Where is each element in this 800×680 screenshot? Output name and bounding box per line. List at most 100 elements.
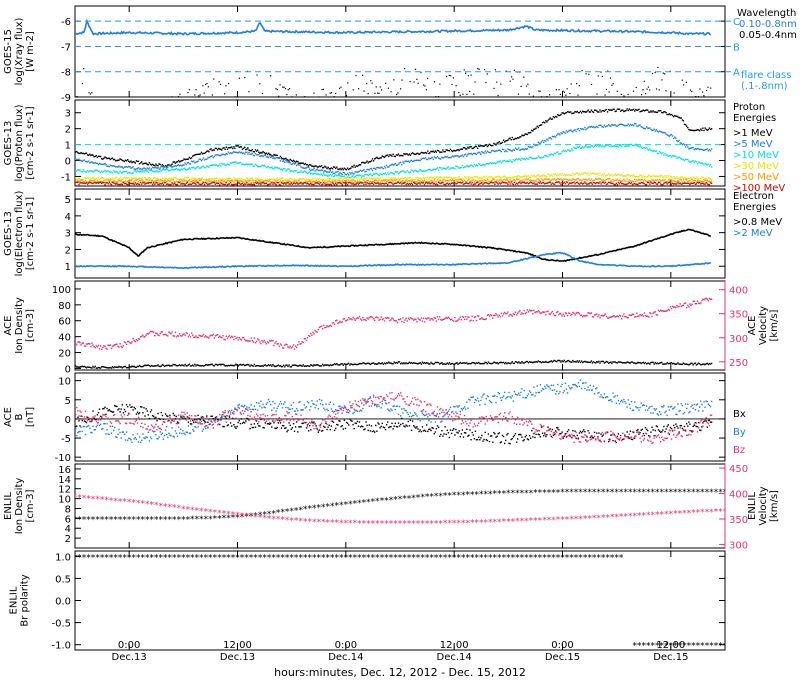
data-point — [566, 179, 569, 181]
data-point — [138, 177, 141, 179]
data-point — [504, 175, 506, 177]
data-point — [233, 183, 235, 186]
data-point — [674, 136, 676, 138]
data-point — [635, 123, 637, 125]
data-point — [591, 183, 594, 185]
data-point — [91, 342, 93, 344]
data-point — [626, 178, 628, 180]
data-point — [129, 182, 131, 184]
data-point — [411, 362, 414, 365]
data-point — [248, 149, 250, 151]
data-point — [642, 361, 645, 364]
data-point — [381, 89, 383, 91]
data-point — [677, 157, 679, 159]
data-point — [423, 178, 426, 180]
data-point — [224, 179, 226, 181]
data-point — [381, 179, 383, 182]
y-tick-label: -1 — [61, 172, 71, 183]
data-point — [652, 179, 654, 181]
data-point — [657, 180, 660, 182]
data-point — [145, 162, 147, 164]
data-point — [526, 148, 529, 150]
data-point — [569, 179, 571, 181]
data-point — [514, 180, 517, 182]
data-point — [213, 179, 216, 182]
data-point — [523, 181, 525, 184]
data-point — [691, 160, 693, 162]
data-point — [276, 154, 278, 157]
data-point — [267, 342, 270, 344]
data-point — [621, 145, 623, 148]
data-point — [695, 96, 697, 97]
data-point — [134, 179, 136, 181]
data-point — [632, 144, 635, 147]
data-point — [393, 79, 395, 81]
data-point — [511, 180, 513, 182]
data-point — [415, 176, 417, 179]
data-point — [309, 163, 311, 166]
data-point — [270, 364, 272, 366]
data-point — [644, 179, 647, 181]
data-point — [166, 183, 168, 185]
data-point — [294, 170, 297, 172]
data-point — [306, 182, 309, 185]
data-point — [155, 332, 157, 334]
data-point — [536, 361, 538, 363]
data-point — [400, 88, 402, 90]
data-point — [513, 179, 516, 181]
data-point — [327, 180, 329, 183]
data-point — [603, 362, 606, 364]
data-point — [599, 177, 601, 180]
data-point — [149, 365, 152, 368]
data-point — [705, 128, 707, 131]
data-point — [355, 363, 357, 366]
data-point — [538, 90, 540, 92]
data-point — [124, 182, 127, 185]
data-point — [108, 180, 110, 182]
data-point — [301, 365, 303, 367]
data-point — [513, 160, 516, 162]
data-point — [408, 180, 411, 182]
data-point — [695, 183, 698, 185]
data-point — [105, 164, 107, 166]
data-point — [86, 154, 89, 156]
data-point — [512, 176, 515, 179]
data-point — [370, 174, 373, 177]
data-point — [601, 181, 603, 184]
data-point — [613, 180, 615, 182]
data-point — [590, 145, 593, 147]
data-point — [609, 178, 611, 180]
data-point — [86, 161, 89, 163]
data-point — [401, 320, 403, 323]
data-point — [461, 315, 464, 318]
data-point — [608, 108, 610, 111]
data-point — [551, 135, 554, 138]
data-point — [404, 180, 406, 183]
data-point — [410, 362, 413, 364]
data-point — [428, 181, 430, 184]
data-point — [414, 180, 416, 183]
data-point — [221, 153, 223, 156]
data-point — [657, 175, 660, 177]
data-point — [479, 362, 481, 365]
data-point — [221, 336, 223, 339]
legend-item: >1 MeV — [733, 128, 773, 139]
data-point — [307, 365, 310, 367]
data-point — [276, 88, 278, 91]
data-point — [409, 183, 412, 185]
data-point — [352, 179, 354, 181]
data-point — [508, 181, 510, 183]
data-point — [166, 364, 168, 367]
data-point — [708, 180, 711, 182]
data-point — [350, 167, 352, 169]
data-point — [656, 179, 659, 181]
data-point — [445, 183, 447, 185]
data-point — [277, 181, 279, 184]
data-point — [363, 169, 365, 171]
data-point — [400, 363, 402, 365]
data-point — [374, 319, 376, 321]
data-point — [320, 165, 323, 167]
data-point — [323, 181, 325, 184]
data-point — [604, 175, 607, 177]
data-point — [164, 179, 167, 182]
